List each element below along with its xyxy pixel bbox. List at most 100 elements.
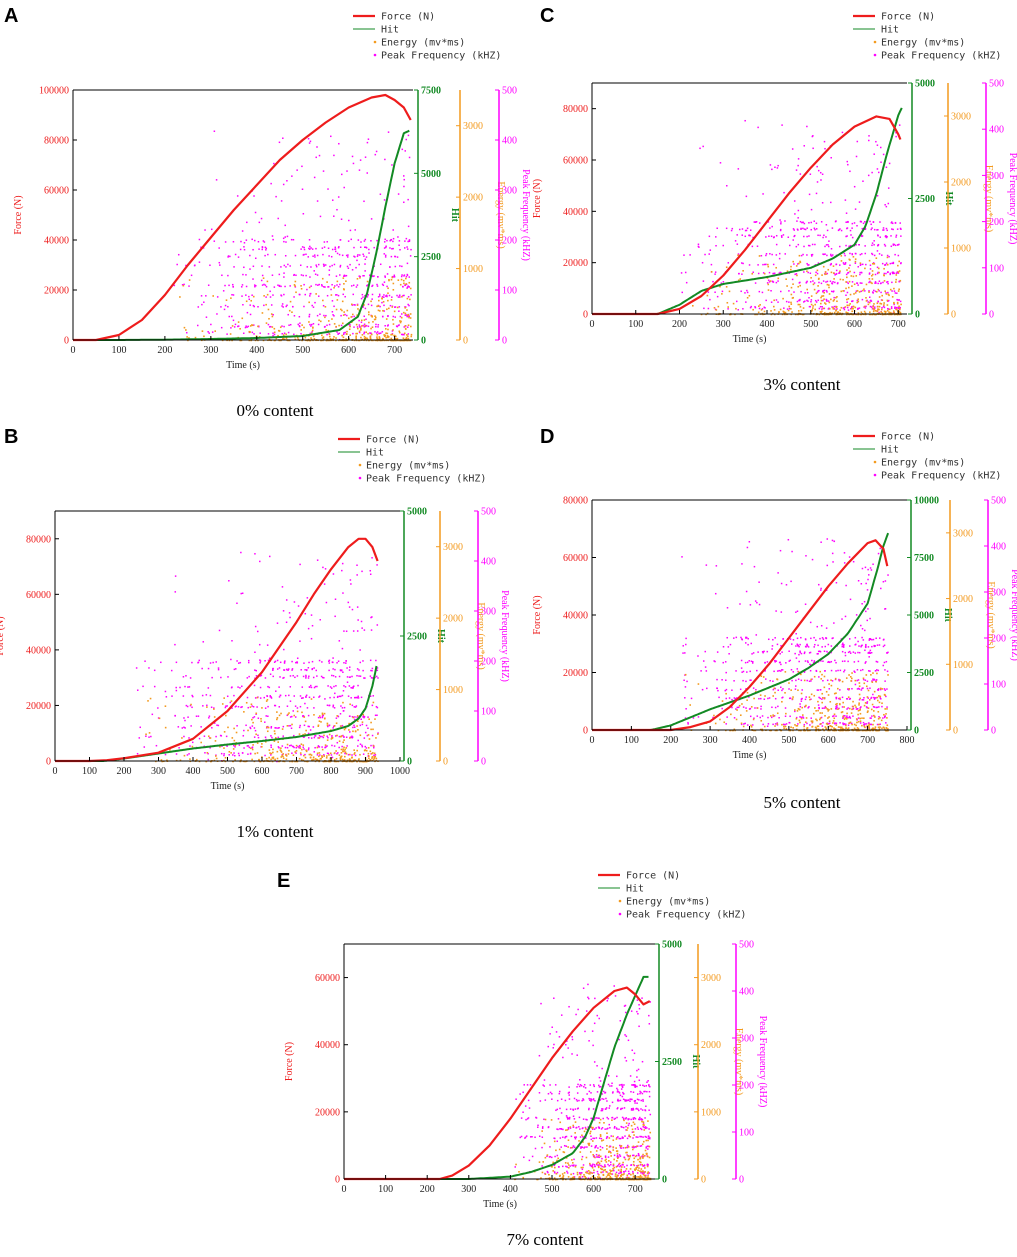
peak-point xyxy=(821,306,823,308)
peak-point xyxy=(347,267,350,269)
peak-point xyxy=(772,272,774,275)
energy-point xyxy=(237,321,240,323)
peak-point xyxy=(283,661,286,663)
energy-point xyxy=(280,712,282,715)
energy-point xyxy=(832,308,835,310)
x-tick-label: 200 xyxy=(663,735,678,746)
peak-point xyxy=(744,235,747,238)
peak-point xyxy=(689,254,691,256)
peak-point xyxy=(298,325,301,327)
peak-point xyxy=(264,754,266,757)
peak-point xyxy=(286,180,288,182)
peak-point xyxy=(350,583,352,585)
peak-point xyxy=(746,291,749,294)
peak-point xyxy=(832,715,834,718)
energy-point xyxy=(179,759,182,762)
energy-point xyxy=(291,723,293,726)
peak-point xyxy=(313,736,316,739)
energy-point xyxy=(396,337,399,340)
peak-point xyxy=(241,752,244,754)
energy-point xyxy=(841,711,844,713)
peak-point xyxy=(356,668,359,670)
peak-point xyxy=(776,724,779,726)
peak-point xyxy=(858,698,861,701)
peak-point xyxy=(365,724,368,727)
peak-point xyxy=(298,293,301,296)
peak-point xyxy=(213,130,216,133)
peak-point xyxy=(809,663,811,666)
energy-point xyxy=(249,706,252,708)
energy-point xyxy=(328,754,330,756)
peak-point xyxy=(236,725,238,727)
energy-point xyxy=(790,293,793,296)
peak-tick-label: 300 xyxy=(481,607,496,618)
peak-point xyxy=(293,746,295,749)
force-axis-title: Force (N) xyxy=(0,616,6,655)
peak-point xyxy=(884,689,886,691)
peak-point xyxy=(351,155,354,158)
peak-point xyxy=(383,294,385,296)
peak-tick-label: 500 xyxy=(991,496,1006,507)
energy-point xyxy=(340,308,342,311)
peak-point xyxy=(780,611,783,613)
energy-point xyxy=(871,278,874,280)
peak-tick-label: 500 xyxy=(502,86,517,97)
peak-point xyxy=(893,272,895,275)
peak-point xyxy=(814,643,816,646)
peak-point xyxy=(219,734,222,737)
peak-point xyxy=(813,646,815,648)
peak-point xyxy=(860,644,863,647)
peak-point xyxy=(254,651,256,654)
peak-point xyxy=(358,675,360,677)
energy-point xyxy=(876,302,879,305)
peak-point xyxy=(887,574,889,576)
peak-point xyxy=(781,669,784,671)
peak-point xyxy=(266,695,269,698)
peak-point xyxy=(851,281,854,283)
energy-point xyxy=(387,299,389,302)
peak-point xyxy=(182,695,185,697)
peak-point xyxy=(294,254,297,257)
energy-point xyxy=(888,308,891,311)
energy-point xyxy=(845,727,847,729)
peak-point xyxy=(868,639,871,641)
peak-point xyxy=(847,282,850,285)
energy-point xyxy=(824,273,826,276)
peak-point xyxy=(314,746,316,749)
energy-point xyxy=(249,325,252,327)
energy-point xyxy=(837,687,839,690)
peak-point xyxy=(367,727,369,729)
peak-point xyxy=(364,270,366,272)
energy-point xyxy=(819,717,822,719)
energy-point xyxy=(336,715,339,717)
peak-point xyxy=(801,689,803,691)
peak-point xyxy=(779,549,782,552)
energy-point xyxy=(849,675,852,678)
peak-point xyxy=(872,638,875,641)
energy-point xyxy=(764,695,766,697)
peak-point xyxy=(384,158,386,161)
peak-point xyxy=(352,630,355,632)
peak-point xyxy=(151,713,154,716)
energy-point xyxy=(273,331,276,334)
peak-point xyxy=(777,689,779,691)
energy-point xyxy=(713,714,715,717)
energy-point xyxy=(879,726,881,728)
peak-point xyxy=(839,228,841,230)
peak-point xyxy=(354,754,357,757)
peak-point xyxy=(736,234,738,236)
energy-point xyxy=(848,267,850,269)
peak-point xyxy=(833,305,836,308)
peak-point xyxy=(326,735,328,738)
energy-point xyxy=(374,318,377,321)
peak-point xyxy=(780,235,783,237)
peak-point xyxy=(859,722,862,724)
peak-point xyxy=(232,744,235,747)
peak-point xyxy=(849,244,852,247)
peak-point xyxy=(879,547,881,550)
peak-point xyxy=(825,281,827,283)
peak-point xyxy=(876,669,878,671)
peak-point xyxy=(868,722,870,724)
energy-point xyxy=(328,333,331,336)
energy-point xyxy=(374,718,376,720)
